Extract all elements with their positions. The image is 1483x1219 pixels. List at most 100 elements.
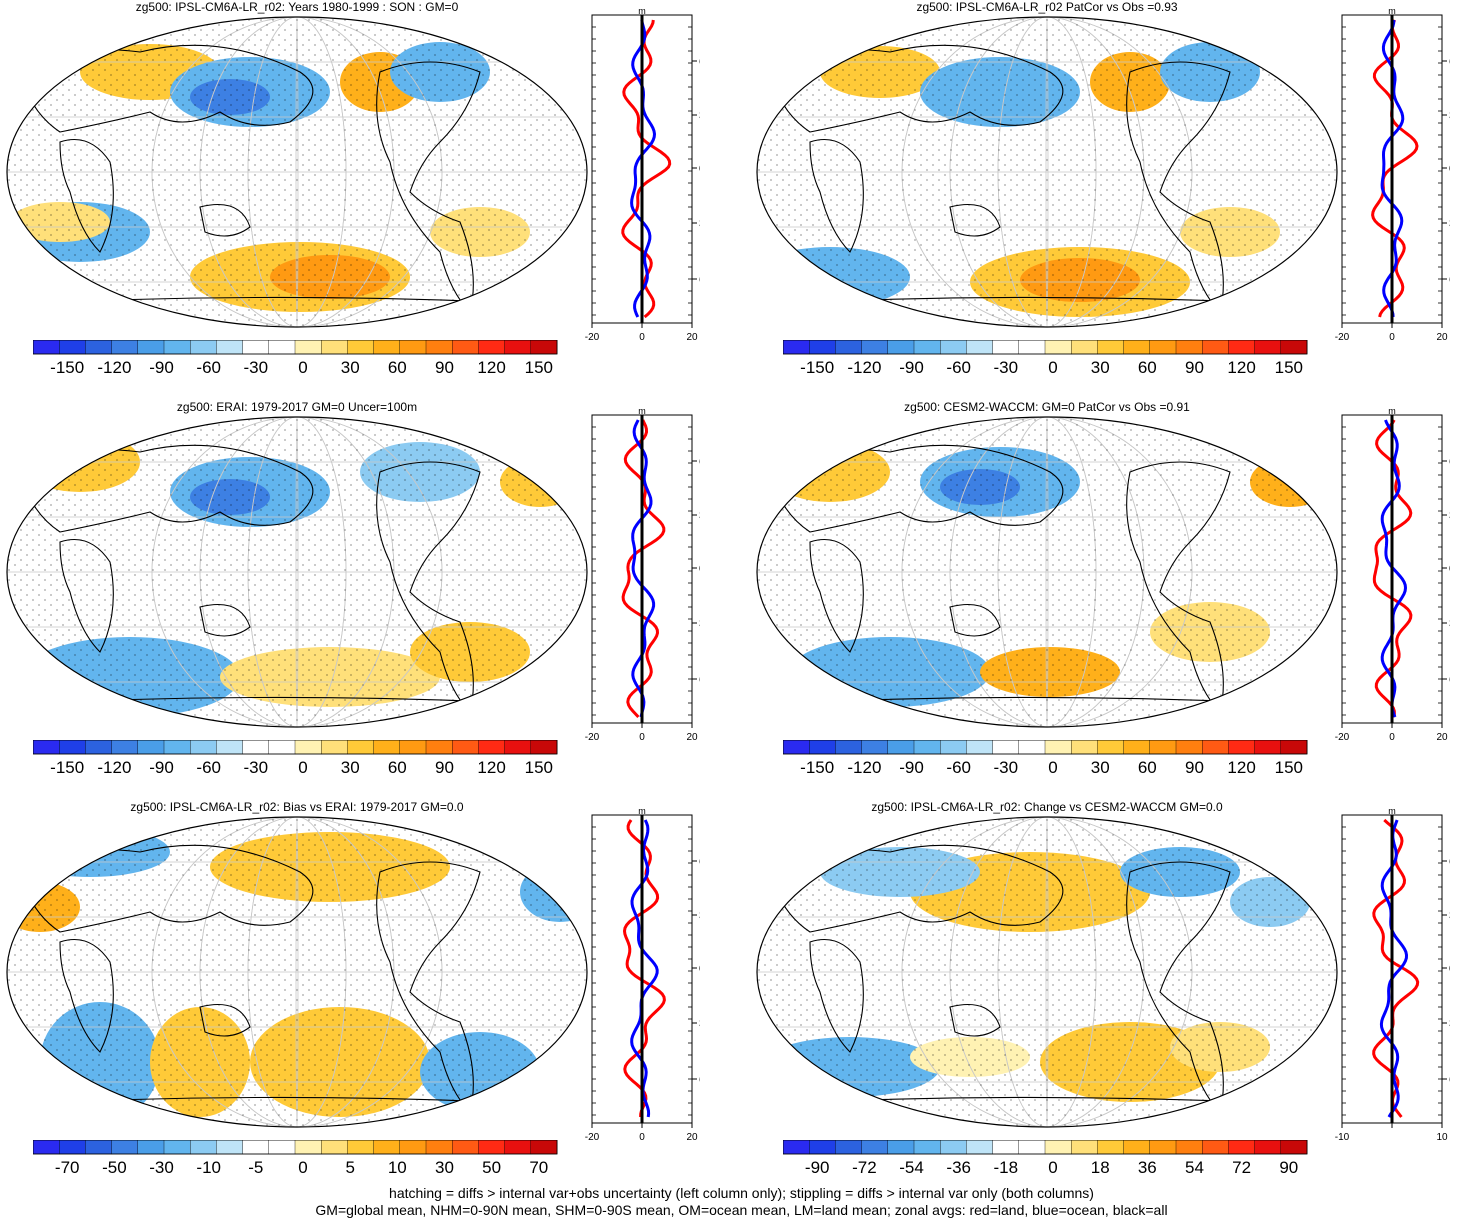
x-tick-label: -20 xyxy=(1335,332,1350,343)
colorbar-label: -60 xyxy=(196,758,221,777)
colorbar-swatch xyxy=(85,1140,113,1155)
colorbar: -150 -120 -90 -60 -30 0 30 60 90 120 150 xyxy=(783,740,1308,777)
colorbar-swatch xyxy=(321,1140,348,1155)
colorbar-label: 72 xyxy=(1232,1158,1251,1177)
colorbar-label: 60 xyxy=(1138,758,1157,777)
colorbar-swatch xyxy=(1149,1140,1177,1155)
lat-label: 0 xyxy=(699,163,700,175)
colorbar-swatch xyxy=(1228,740,1256,755)
footer-line-1: hatching = diffs > internal var+obs unce… xyxy=(389,1185,1094,1201)
colorbar-swatch xyxy=(1202,1140,1229,1155)
coastline xyxy=(376,461,481,714)
colorbar-swatch xyxy=(1254,1140,1282,1155)
colorbar-label: 60 xyxy=(388,358,407,377)
land-mean-curve xyxy=(1371,19,1419,318)
colorbar-swatch xyxy=(939,1140,967,1155)
panel-change: zg500: IPSL-CM6A-LR_r02: Change vs CESM2… xyxy=(750,800,1483,1200)
coastline xyxy=(769,444,1064,533)
colorbar-swatch xyxy=(530,340,558,355)
colorbar-label: 90 xyxy=(435,758,454,777)
colorbar-label: 60 xyxy=(1138,358,1157,377)
panel-title: zg500: CESM2-WACCM: GM=0 PatCor vs Obs =… xyxy=(904,400,1190,414)
colorbar-swatch xyxy=(137,740,165,755)
map-border xyxy=(6,16,588,328)
zonal-mean-plot: m 60N 30N 0 30S 60S -20 0 20 xyxy=(1335,406,1450,743)
colorbar-swatch xyxy=(966,1140,994,1155)
colorbar-swatch xyxy=(33,340,60,355)
map-plot xyxy=(6,416,588,728)
colorbar-label: 90 xyxy=(435,358,454,377)
footer-notes: hatching = diffs > internal var+obs unce… xyxy=(0,1185,1483,1219)
colorbar-swatch xyxy=(1097,1140,1125,1155)
colorbar-swatch xyxy=(163,1140,191,1155)
colorbar-swatch xyxy=(163,740,191,755)
stippling xyxy=(7,17,587,327)
lat-label: 60S xyxy=(699,1074,700,1086)
colorbar-label: 36 xyxy=(1138,1158,1157,1177)
map-border xyxy=(756,816,1338,1128)
x-tick-label: 0 xyxy=(639,1132,645,1143)
colorbar-label: 90 xyxy=(1279,1158,1298,1177)
colorbar-label: 120 xyxy=(477,758,505,777)
colorbar-label: -30 xyxy=(994,758,1019,777)
colorbar-swatch xyxy=(966,740,994,755)
colorbar-label: -120 xyxy=(97,758,131,777)
zonal-unit: m xyxy=(1388,806,1396,816)
colorbar-swatch xyxy=(347,340,375,355)
colorbar-swatch xyxy=(861,740,889,755)
colorbar-label: -150 xyxy=(50,358,84,377)
panel-title: zg500: IPSL-CM6A-LR_r02: Years 1980-1999… xyxy=(135,0,459,14)
zonal-mean-plot: m 60N 30N 0 30S 60S -20 0 20 xyxy=(585,806,700,1143)
panel-cesm2: zg500: CESM2-WACCM: GM=0 PatCor vs Obs =… xyxy=(750,400,1483,800)
colorbar-swatch xyxy=(373,340,401,355)
zonal-mean-plot: m 60N 30N 0 30S 60S -10 10 xyxy=(1335,806,1450,1143)
colorbar-swatch xyxy=(268,1140,296,1155)
stippling xyxy=(7,817,587,1127)
coastline xyxy=(19,844,314,933)
colorbar-swatch xyxy=(294,340,322,355)
colorbar-swatch xyxy=(59,340,86,355)
panel-title: zg500: ERAI: 1979-2017 GM=0 Uncer=100m xyxy=(176,400,418,414)
colorbar-label: -72 xyxy=(852,1158,877,1177)
colorbar-label: 60 xyxy=(388,758,407,777)
colorbar-label: -30 xyxy=(244,358,269,377)
map-plot xyxy=(756,416,1338,728)
colorbar-swatch xyxy=(478,340,506,355)
colorbar-swatch xyxy=(111,340,139,355)
map-plot xyxy=(6,16,588,328)
colorbar-label: -60 xyxy=(196,358,221,377)
colorbar-swatch xyxy=(887,740,915,755)
colorbar-swatch xyxy=(268,340,296,355)
colorbar-swatch xyxy=(321,340,348,355)
colorbar-swatch xyxy=(399,1140,427,1155)
colorbar-label: 30 xyxy=(341,358,360,377)
coastline xyxy=(809,938,864,1053)
coastline xyxy=(376,61,481,314)
colorbar-label: -54 xyxy=(899,1158,924,1177)
colorbar-swatch xyxy=(913,1140,941,1155)
colorbar-label: 120 xyxy=(1227,758,1255,777)
colorbar-swatch xyxy=(835,340,863,355)
colorbar-label: 150 xyxy=(1275,758,1303,777)
colorbar-swatch xyxy=(809,340,836,355)
colorbar: -90 -72 -54 -36 -18 0 18 36 54 72 90 xyxy=(783,1140,1308,1177)
colorbar-swatch xyxy=(1071,340,1098,355)
lat-label: 30S xyxy=(699,218,700,230)
lat-label: 60N xyxy=(699,856,700,868)
colorbar-label: -5 xyxy=(248,1158,263,1177)
colorbar-swatch xyxy=(504,340,532,355)
coastline xyxy=(19,444,314,533)
lat-label: 30N xyxy=(699,110,700,122)
x-tick-label: 0 xyxy=(639,732,645,743)
x-tick-label: 20 xyxy=(1436,332,1448,343)
colorbar-swatch xyxy=(85,740,113,755)
coastline xyxy=(19,44,314,133)
colorbar-swatch xyxy=(373,1140,401,1155)
land-mean-curve xyxy=(1372,818,1420,1118)
colorbar-swatch xyxy=(1123,340,1151,355)
colorbar-label: 120 xyxy=(477,358,505,377)
colorbar-swatch xyxy=(85,340,113,355)
colorbar-label: 70 xyxy=(529,1158,548,1177)
x-tick-label: 0 xyxy=(1389,732,1395,743)
map-border xyxy=(6,416,588,728)
